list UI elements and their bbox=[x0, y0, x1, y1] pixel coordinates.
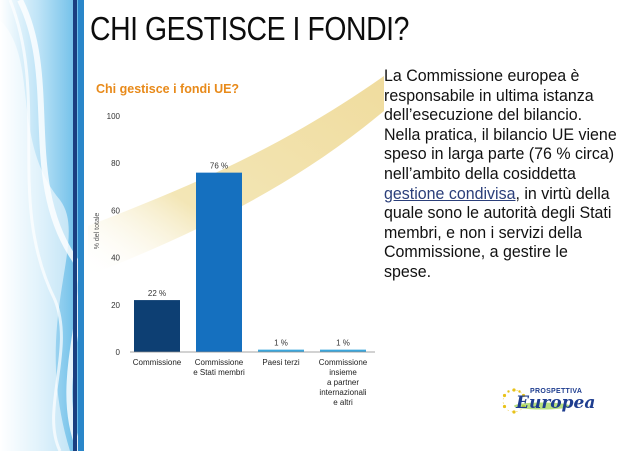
slide-title: CHI GESTISCE I FONDI? bbox=[90, 10, 409, 47]
body-text-part-2: , in virtù della quale sono le autorità … bbox=[384, 183, 612, 281]
x-tick-label: e Stati membri bbox=[193, 368, 245, 377]
bar-chart: Chi gestisce i fondi UE? % del totale 0 2… bbox=[88, 76, 384, 407]
link-gestione-condivisa[interactable]: gestione condivisa bbox=[384, 183, 516, 203]
body-text: La Commissione europea è responsabile in… bbox=[384, 66, 619, 282]
logo-text-europea: Europea bbox=[516, 393, 596, 413]
value-label-3: 1 % bbox=[274, 339, 288, 348]
bar-4 bbox=[320, 349, 366, 352]
bar-3 bbox=[258, 349, 304, 352]
bar-2 bbox=[196, 172, 242, 352]
x-tick-label: e altri bbox=[333, 398, 353, 407]
prospettiva-europea-logo bbox=[502, 388, 570, 414]
y-axis-label: % del totale bbox=[94, 213, 101, 250]
bars bbox=[134, 172, 366, 352]
x-tick-label: Commissione bbox=[133, 358, 182, 367]
y-axis-ticks: 0 20 40 60 80 100 bbox=[107, 112, 121, 357]
y-tick-label: 60 bbox=[111, 206, 120, 215]
y-tick-label: 100 bbox=[107, 112, 121, 121]
bar-1 bbox=[134, 300, 180, 352]
value-label-1: 22 % bbox=[148, 289, 166, 298]
y-tick-label: 40 bbox=[111, 254, 120, 263]
y-tick-label: 80 bbox=[111, 159, 120, 168]
sidebar-decoration bbox=[0, 0, 84, 451]
y-tick-label: 20 bbox=[111, 301, 120, 310]
value-label-2: 76 % bbox=[210, 162, 228, 171]
x-tick-label: Commissione bbox=[195, 358, 244, 367]
value-label-4: 1 % bbox=[336, 339, 350, 348]
value-labels: 22 % 76 % 1 % 1 % bbox=[148, 162, 350, 348]
logo-text-prospettiva: PROSPETTIVA bbox=[530, 388, 583, 395]
eu-stars-icon bbox=[502, 388, 526, 414]
chart-title: Chi gestisce i fondi UE? bbox=[96, 82, 239, 96]
x-tick-label: Commissione bbox=[319, 358, 368, 367]
x-tick-label: Paesi terzi bbox=[262, 358, 300, 367]
body-text-part-1: La Commissione europea è responsabile in… bbox=[384, 66, 617, 183]
x-tick-label: insieme bbox=[329, 368, 357, 377]
x-tick-label: internazionali bbox=[319, 388, 366, 397]
x-tick-label: a partner bbox=[327, 378, 359, 387]
y-tick-label: 0 bbox=[116, 348, 121, 357]
